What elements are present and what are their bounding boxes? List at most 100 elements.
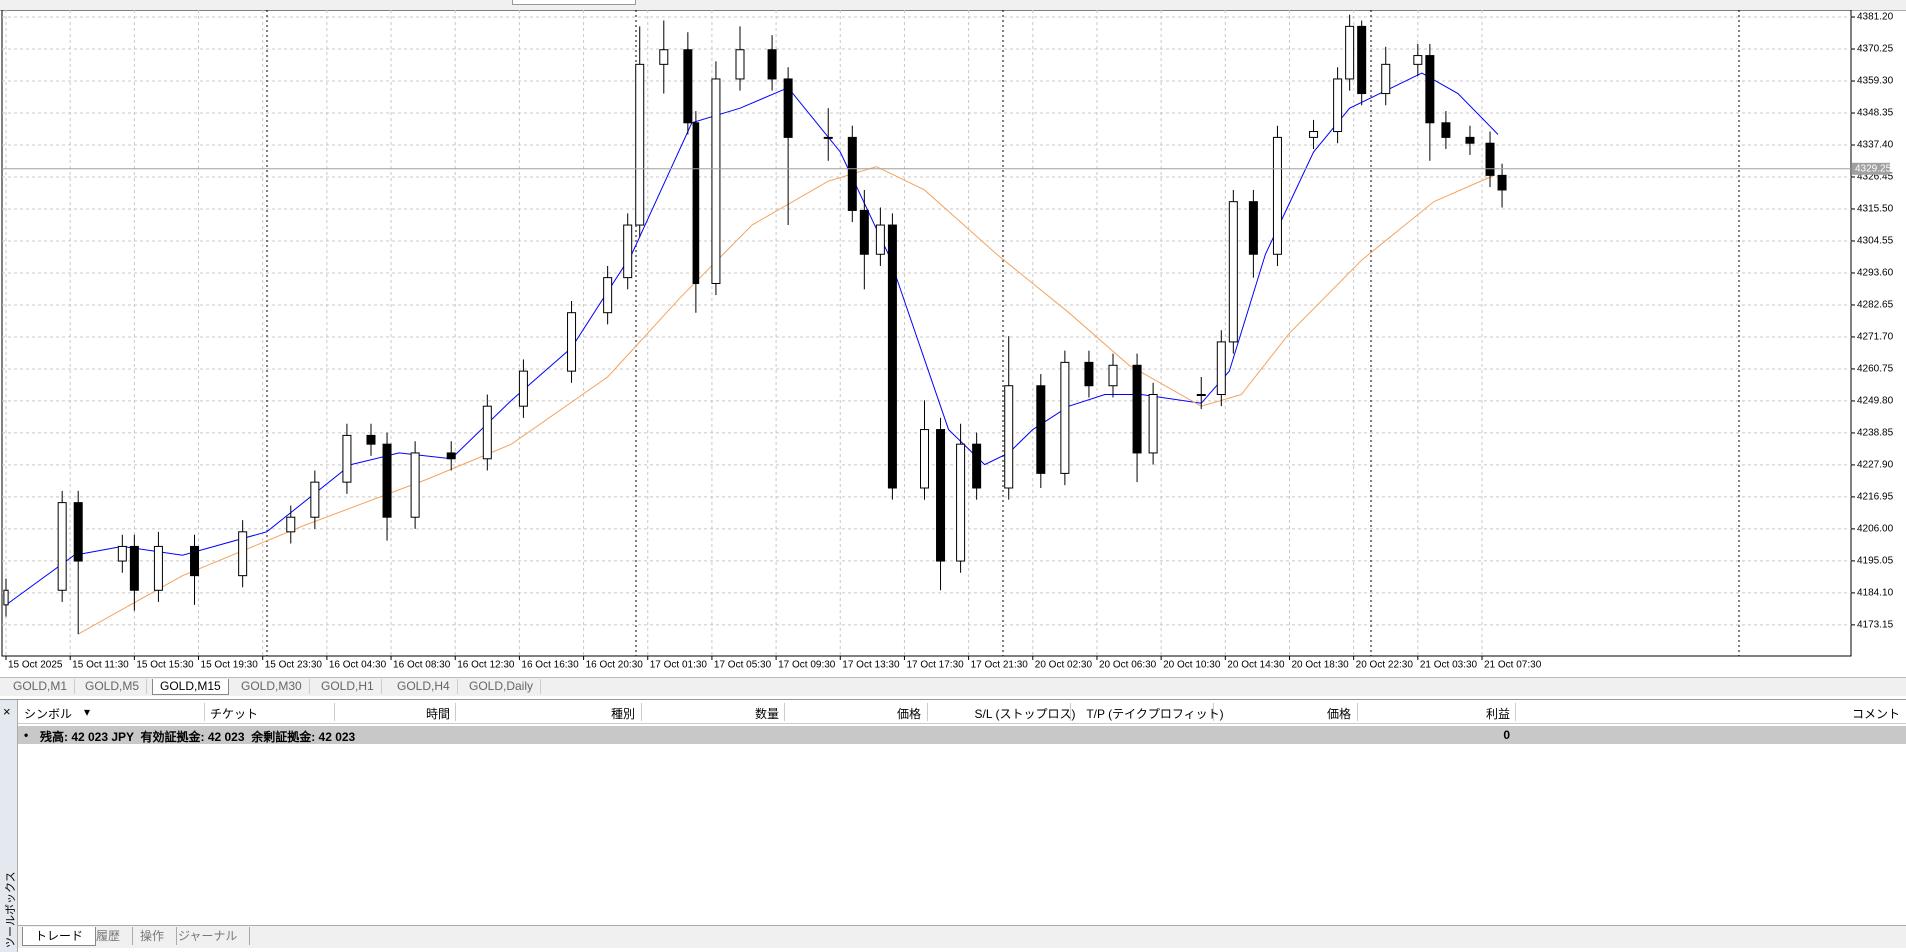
x-tick-label: 17 Oct 09:30 [778,660,836,671]
sort-arrow[interactable]: ▾ [84,705,91,719]
candle-body [683,49,693,124]
y-tick-label: 4304.55 [1857,236,1894,247]
candle-body [1345,25,1355,80]
column-separator [784,703,785,721]
candle-body [1441,122,1451,138]
x-tick-label: 16 Oct 12:30 [457,660,515,671]
chart-tab[interactable]: GOLD,M15 [152,679,229,695]
candle-body [1196,394,1206,397]
candle-body [887,224,897,489]
candle-body [57,502,67,591]
y-tick-label: 4359.30 [1857,76,1894,87]
candle-body [129,545,139,591]
candle-body [767,49,777,80]
candle-body [190,545,200,577]
y-tick-label: 4227.90 [1857,460,1894,471]
candle-body [919,429,929,489]
candle-body [1004,385,1014,489]
y-tick-label: 4195.05 [1857,556,1894,567]
toolbox-sidebar: ツールボックス × [0,700,18,952]
candle-body [286,516,296,533]
y-tick-label: 4370.25 [1857,44,1894,55]
column-separator [1357,703,1358,721]
candle-body [1485,142,1495,176]
candle-body [1425,55,1435,124]
candle-body [1132,364,1142,454]
y-tick-label: 4271.70 [1857,332,1894,343]
search-box[interactable] [512,0,636,5]
column-header-label[interactable]: チケット [210,707,259,721]
chart-tab[interactable]: GOLD,M30 [234,679,310,694]
x-tick-label: 15 Oct 19:30 [201,660,259,671]
candle-body [518,370,528,407]
column-header-label[interactable]: 数量 [754,707,779,721]
x-tick-label: 17 Oct 01:30 [650,660,708,671]
column-header-label[interactable]: 種別 [610,707,635,721]
column-header-label[interactable]: 価格 [1326,707,1351,721]
x-tick-label: 20 Oct 06:30 [1099,660,1157,671]
plot-area [1,10,1852,657]
candle-body [1357,25,1367,95]
candle-body [936,429,946,562]
column-header: シンボル チケット 時間 種別 数量 価格 S/L (ストップロス) T/P (テイクプロフィ… [18,701,1906,724]
close-button[interactable]: × [3,704,11,719]
candle-body [482,405,492,460]
x-tick-label: 15 Oct 2025 [8,660,63,671]
column-header-label[interactable]: コメント [1851,707,1900,721]
column-separator [1070,703,1071,721]
column-header-label[interactable]: T/P (テイクプロフィット) [1086,707,1224,721]
chart-tab[interactable]: GOLD,H4 [390,679,458,694]
toolbox-tabs: トレード 履歴 操作 ジャーナル [18,925,1906,948]
x-tick-label: 17 Oct 05:30 [714,660,772,671]
column-header-label[interactable]: 時間 [425,707,450,721]
y-tick-label: 4326.45 [1857,172,1894,183]
x-tick-label: 16 Oct 20:30 [586,660,644,671]
candle-body [1216,341,1226,396]
chart-tab[interactable]: GOLD,Daily [462,679,542,694]
x-tick-label: 15 Oct 11:30 [72,660,129,671]
chart-tab[interactable]: GOLD,M1 [6,679,76,694]
x-tick-label: 20 Oct 14:30 [1227,660,1285,671]
x-tick-label: 16 Oct 16:30 [521,660,579,671]
x-tick-label: 17 Oct 17:30 [906,660,964,671]
candle-body [1108,364,1118,387]
column-separator [334,703,335,721]
toolbox-tab[interactable]: 履歴 [84,927,134,945]
column-header-label[interactable]: シンボル [24,707,73,721]
x-tick-label: 20 Oct 02:30 [1035,660,1093,671]
candle-body [847,136,857,211]
toolbox-tab[interactable]: ジャーナル [166,927,251,945]
x-tick-label: 20 Oct 10:30 [1163,660,1221,671]
x-tick-label: 21 Oct 03:30 [1420,660,1478,671]
candle-body [1148,394,1158,454]
y-tick-label: 4173.15 [1857,620,1894,631]
column-header-label[interactable]: 価格 [896,707,921,721]
candle-body [623,224,633,279]
candle-body [117,545,127,562]
toolbox-tab[interactable]: トレード [22,927,97,946]
candle-body [692,122,700,284]
column-separator [204,703,205,721]
y-tick-label: 4260.75 [1857,364,1894,375]
candle-body [823,136,833,139]
column-separator [1213,703,1214,721]
toolbox-tab[interactable]: 操作 [128,927,178,945]
candle-body [238,531,248,577]
candle-body [153,545,163,591]
y-tick-label: 4348.35 [1857,108,1894,119]
chart-tab[interactable]: GOLD,M5 [78,679,148,694]
y-tick-label: 4381.20 [1857,12,1894,23]
candle-body [1060,361,1070,474]
candle-body [366,434,376,445]
x-tick-label: 20 Oct 18:30 [1291,660,1349,671]
account-row: • 残高: 42 023 JPY 有効証拠金: 42 023 余剰証拠金: 42… [18,726,1906,744]
column-header-label[interactable]: 利益 [1485,707,1510,721]
candle-body [310,481,320,518]
current-price-label: 4329.25 [1855,163,1892,174]
candle-body [783,78,793,138]
candle-body [1381,63,1391,95]
candle-body [410,452,420,518]
candle-body [567,312,577,372]
chart-tab[interactable]: GOLD,H1 [314,679,382,694]
column-header-label[interactable]: S/L (ストップロス) [974,707,1076,721]
